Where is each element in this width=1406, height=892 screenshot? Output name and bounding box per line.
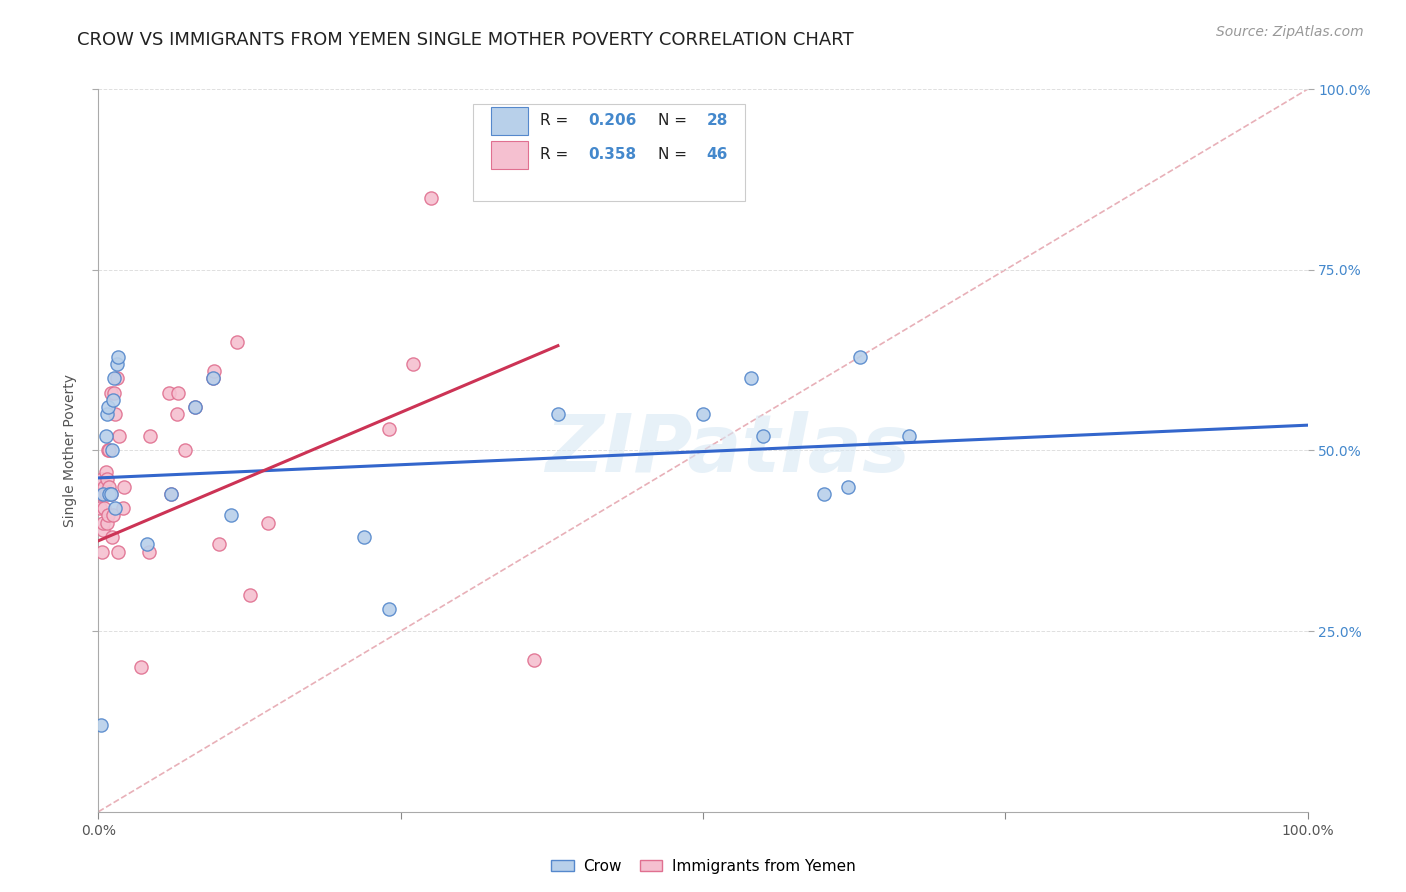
Point [111,501,134,516]
Point [93,480,115,494]
Point [221,508,243,523]
Point [239,588,262,602]
Point [837,480,859,494]
Point [184,400,207,414]
Point [101,508,124,523]
Point [135,537,157,551]
Point [94,465,117,479]
Point [523,653,546,667]
Point [96,407,118,421]
Point [97,508,120,523]
Point [202,371,225,385]
Point [160,487,183,501]
Point [167,385,190,400]
Point [90,718,112,732]
Point [174,443,197,458]
Point [377,422,399,436]
Point [184,400,207,414]
Point [112,480,135,494]
Text: CROW VS IMMIGRANTS FROM YEMEN SINGLE MOTHER POVERTY CORRELATION CHART: CROW VS IMMIGRANTS FROM YEMEN SINGLE MOT… [77,31,853,49]
Point [256,516,278,530]
Point [94,429,117,443]
Point [402,357,425,371]
Bar [492,107,527,135]
Point [100,487,122,501]
Text: R =: R = [540,147,572,162]
FancyBboxPatch shape [474,103,745,202]
Point [97,443,120,458]
Point [897,429,920,443]
Text: ZIPatlas: ZIPatlas [544,411,910,490]
Point [91,472,114,486]
Point [93,501,115,516]
Point [96,516,118,530]
Point [100,530,122,544]
Point [100,385,122,400]
Point [91,523,114,537]
Point [101,392,124,407]
Point [96,472,118,486]
Point [91,544,114,558]
Point [420,191,443,205]
Point [97,400,120,414]
Point [138,544,160,558]
Point [105,371,128,385]
Point [89,501,111,516]
Point [166,407,188,421]
Point [91,516,114,530]
Text: R =: R = [540,113,572,128]
Point [353,530,375,544]
Point [377,602,399,616]
Point [692,407,714,421]
Point [108,429,131,443]
Point [100,487,122,501]
Point [813,487,835,501]
Point [208,537,231,551]
Point [91,487,114,501]
Point [160,487,183,501]
Point [129,660,152,674]
Point [107,544,129,558]
Bar [492,141,527,169]
Point [139,429,162,443]
Point [98,487,121,501]
Legend: Crow, Immigrants from Yemen: Crow, Immigrants from Yemen [544,853,862,880]
Point [94,487,117,501]
Text: 46: 46 [707,147,728,162]
Point [740,371,762,385]
Point [157,385,180,400]
Point [100,443,122,458]
Text: 0.358: 0.358 [588,147,637,162]
Point [107,350,129,364]
Point [98,443,121,458]
Point [90,487,112,501]
Point [104,501,127,516]
Point [202,371,225,385]
Point [547,407,569,421]
Point [105,357,128,371]
Point [226,334,249,349]
Point [204,364,226,378]
Text: N =: N = [658,147,692,162]
Text: N =: N = [658,113,692,128]
Point [103,385,125,400]
Point [104,407,127,421]
Point [752,429,775,443]
Y-axis label: Single Mother Poverty: Single Mother Poverty [63,374,77,527]
Point [849,350,872,364]
Point [103,371,125,385]
Point [98,480,121,494]
Text: 28: 28 [707,113,728,128]
Text: 0.206: 0.206 [588,113,637,128]
Text: Source: ZipAtlas.com: Source: ZipAtlas.com [1216,25,1364,39]
